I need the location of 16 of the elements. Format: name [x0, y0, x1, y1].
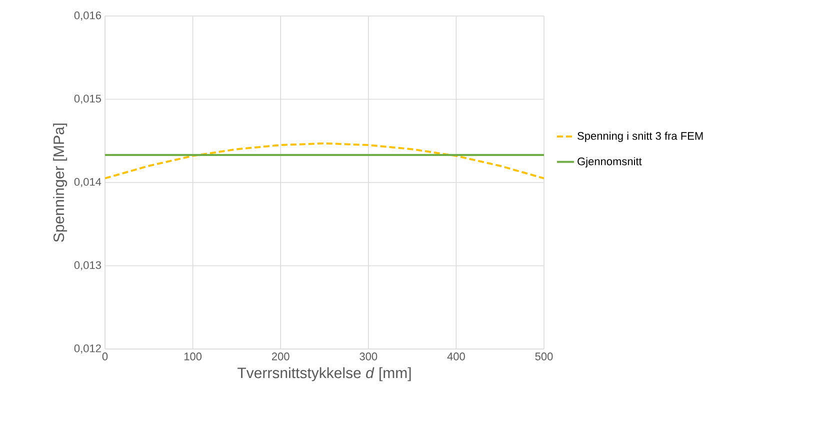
y-axis-title: Spenninger [MPa]	[53, 124, 68, 242]
y-tick-label: 0,014	[74, 178, 102, 188]
y-tick-label: 0,015	[74, 94, 101, 104]
legend-label: Gjennomsnitt	[578, 157, 642, 168]
y-tick-label: 0,012	[74, 344, 101, 354]
x-tick-label: 500	[535, 352, 553, 360]
x-tick-label: 100	[184, 352, 202, 360]
legend-label: Spenning i snitt 3 fra FEM	[578, 132, 703, 142]
x-axis-title: Tverrsnittstykkelse d [mm]	[238, 367, 411, 382]
x-tick-label: 400	[447, 352, 465, 360]
x-tick-label: 300	[360, 352, 378, 360]
x-tick-label: 0	[102, 352, 108, 360]
line-series	[105, 142, 544, 180]
y-tick-label: 0,016	[74, 11, 101, 21]
y-tick-label: 0,013	[74, 261, 101, 270]
x-tick-label: 200	[272, 352, 290, 360]
